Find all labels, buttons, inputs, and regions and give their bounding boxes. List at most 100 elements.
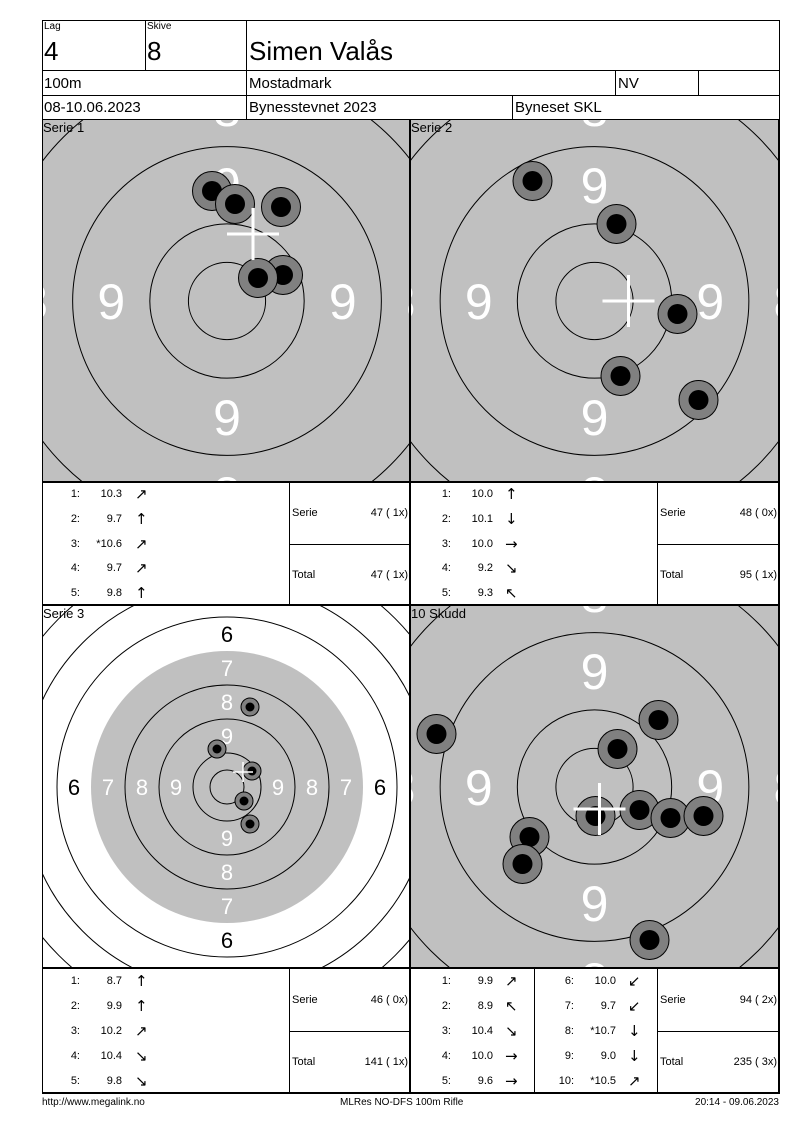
serie-sum-cell: Serie 94 ( 2x)	[657, 968, 780, 1032]
direction-arrow-icon: ↑	[135, 996, 148, 1015]
shot-value: 9.3	[477, 586, 493, 599]
shot-hole-5	[619, 790, 660, 830]
column-divider	[534, 969, 535, 1092]
serie-score: 94 ( 2x)	[739, 993, 777, 1006]
shot-value: 9.2	[477, 562, 493, 575]
serie-score: 46 ( 0x)	[370, 993, 408, 1006]
class-cell: NV	[615, 70, 699, 96]
direction-arrow-icon: ↓	[628, 1021, 641, 1040]
ring-label: 9	[581, 876, 609, 932]
shot-value: *10.5	[590, 1074, 616, 1087]
direction-arrow-icon: ↖	[505, 583, 518, 602]
ring-label: 9	[465, 274, 493, 330]
target-ring	[516, 709, 673, 865]
shot-number: 6:	[564, 974, 574, 987]
shot-number: 5:	[441, 586, 451, 599]
lag-value: 4	[44, 36, 59, 66]
distance: 100m	[44, 75, 82, 92]
shot-number: 1:	[70, 974, 80, 987]
shot-value: 9.7	[106, 562, 122, 575]
shot-value: 9.7	[600, 999, 616, 1012]
center-of-group-cross	[227, 208, 279, 260]
shot-row: 4: 10.0 →	[411, 1047, 531, 1066]
shot-row: 3: *10.6 ↗	[43, 535, 163, 554]
shot-number: 4:	[441, 1049, 451, 1062]
serie-label: Serie	[292, 993, 318, 1006]
center-of-group-cross	[233, 762, 253, 782]
total-sum-cell: Total 95 ( 1x)	[657, 544, 780, 605]
ring-label: 8	[581, 467, 609, 482]
shot-row: 7: 9.7 ↙	[534, 996, 654, 1016]
ring-label: 9	[696, 274, 724, 330]
shot-number: 2:	[441, 512, 451, 525]
target-1: 99998888Serie 1	[42, 119, 410, 482]
panel-title: 10 Skudd	[411, 606, 466, 621]
target-background	[410, 605, 779, 968]
target-black-area	[91, 651, 363, 923]
serie-sum-cell: Serie 48 ( 0x)	[657, 482, 780, 545]
shot-value: *10.7	[590, 1024, 616, 1037]
shot-number: 8:	[564, 1024, 574, 1037]
ring-label: 9	[221, 826, 233, 851]
shot-value: 9.0	[600, 1049, 616, 1062]
shot-value: 9.6	[477, 1074, 493, 1087]
ring-label: 8	[136, 775, 148, 800]
ring-label: 8	[221, 690, 233, 715]
shot-value: 9.7	[106, 512, 122, 525]
center-of-group-cross	[602, 275, 655, 327]
serie-label: Serie	[660, 993, 686, 1006]
shot-value: 9.9	[477, 974, 493, 987]
shot-number: 3:	[441, 537, 451, 550]
ring-label: 9	[581, 644, 609, 700]
shot-value: 10.0	[594, 974, 616, 987]
shot-number: 3:	[441, 1024, 451, 1037]
score-table-1: 1: 10.3 ↗ 2: 9.7 ↑ 3: *10.6 ↗ 4: 9.7 ↗ 5: 9.8 ↑ Serie 47…	[42, 482, 411, 605]
shot-hole-4	[600, 356, 641, 396]
ring-label: 9	[581, 390, 609, 446]
total-label: Total	[660, 568, 684, 581]
direction-arrow-icon: ↓	[628, 1046, 641, 1065]
shot-hole-3	[242, 761, 262, 781]
ring-label: 9	[213, 390, 241, 446]
total-score: 235 ( 3x)	[733, 1056, 777, 1068]
score-table-3: 1: 8.7 ↑ 2: 9.9 ↑ 3: 10.2 ↗ 4: 10.4 ↘ 5: 9.8 ↘ Serie 46 …	[42, 968, 411, 1093]
class: NV	[618, 75, 639, 92]
direction-arrow-icon: ↗	[628, 1071, 641, 1090]
ring-label: 6	[68, 775, 80, 800]
club-cell: Byneset SKL	[512, 95, 780, 120]
shot-number: 3:	[70, 1024, 80, 1037]
shot-hole-6	[650, 798, 691, 838]
shot-row: 2: 8.9 ↖	[411, 997, 531, 1016]
event: Bynesstevnet 2023	[249, 99, 377, 116]
shot-row: 3: 10.0 →	[411, 535, 531, 554]
direction-arrow-icon: ↗	[135, 1021, 148, 1040]
shot-hole-4	[234, 791, 254, 811]
direction-arrow-icon: ↘	[505, 559, 518, 578]
ring-label: 8	[221, 860, 233, 885]
shot-hole-5	[678, 380, 719, 420]
ring-label: 7	[221, 656, 233, 681]
shot-row: 5: 9.6 →	[411, 1072, 531, 1091]
shot-row: 5: 9.8 ↑	[43, 583, 163, 603]
shot-row: 6: 10.0 ↙	[534, 972, 654, 991]
direction-arrow-icon: ↙	[628, 996, 641, 1015]
serie-label: Serie	[292, 507, 318, 519]
direction-arrow-icon: ↑	[135, 583, 148, 602]
shot-number: 2:	[70, 512, 80, 525]
shot-row: 1: 9.9 ↗	[411, 972, 531, 991]
lag-cell: Lag 4	[42, 20, 146, 71]
shot-row: 3: 10.2 ↗	[43, 1021, 163, 1041]
ring-label: 6	[221, 622, 233, 647]
ring-label: 8	[406, 274, 410, 330]
shot-row: 9: 9.0 ↓	[534, 1046, 654, 1066]
total-label: Total	[292, 568, 316, 581]
shot-value: 9.8	[106, 1074, 122, 1087]
shot-hole-5	[238, 258, 278, 298]
footer-url[interactable]: http://www.megalink.no	[42, 1097, 145, 1108]
ring-label: 9	[465, 760, 493, 816]
distance-cell: 100m	[42, 70, 247, 96]
shot-hole-3	[597, 729, 638, 769]
shot-number: 4:	[441, 562, 451, 575]
shot-value: 10.0	[471, 1049, 493, 1062]
shot-row: 1: 10.0 ↑	[411, 485, 531, 504]
